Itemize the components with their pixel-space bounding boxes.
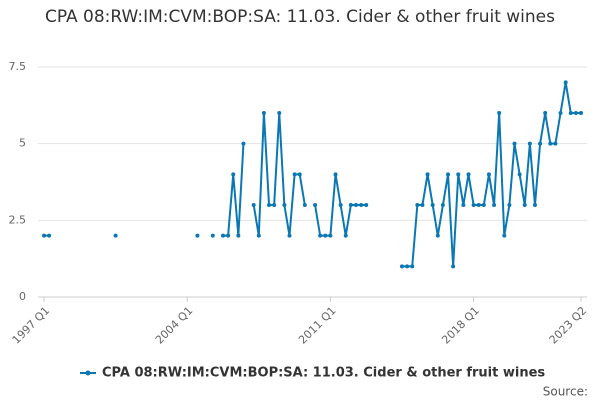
point	[415, 203, 420, 207]
source: Source:	[543, 385, 588, 399]
point	[328, 233, 333, 238]
point	[451, 264, 456, 269]
y-tick-label: 0	[19, 290, 26, 303]
point	[251, 203, 256, 207]
point	[272, 203, 277, 207]
point	[466, 172, 471, 177]
point	[492, 203, 497, 207]
point	[195, 233, 200, 238]
x-tick-label: 2011 Q1	[296, 304, 339, 347]
point	[287, 233, 292, 238]
point	[267, 203, 272, 207]
point	[256, 233, 261, 238]
x-tick-label: 2023 Q2	[547, 304, 590, 347]
point	[563, 80, 568, 85]
point	[302, 203, 307, 207]
point	[461, 203, 466, 207]
point	[261, 111, 266, 115]
point	[333, 172, 338, 177]
point	[456, 172, 461, 177]
point	[405, 264, 410, 269]
point	[231, 172, 236, 177]
legend-marker	[85, 370, 91, 376]
point	[364, 203, 369, 207]
point	[486, 172, 491, 177]
point	[348, 203, 353, 207]
point	[353, 203, 358, 207]
series-line	[44, 82, 581, 268]
point	[558, 111, 563, 115]
x-tick-label: 2018 Q1	[439, 304, 482, 347]
point	[548, 141, 553, 146]
point	[338, 203, 343, 207]
x-tick-label: 2004 Q1	[153, 304, 196, 347]
point	[282, 203, 287, 207]
point	[241, 141, 246, 146]
point	[221, 233, 225, 238]
point	[517, 172, 522, 177]
x-tick-label: 1997 Q1	[10, 304, 53, 347]
y-tick-label: 2.5	[9, 213, 27, 226]
point	[236, 233, 241, 238]
point	[527, 141, 532, 146]
point	[440, 203, 445, 207]
point	[210, 233, 215, 238]
point	[481, 203, 486, 207]
point	[446, 172, 451, 177]
chart-title: CPA 08:RW:IM:CVM:BOP:SA: 11.03. Cider & …	[44, 7, 555, 27]
point	[522, 203, 527, 207]
point	[502, 233, 507, 238]
point	[538, 141, 543, 146]
point	[425, 172, 430, 177]
point	[553, 141, 558, 146]
point	[323, 233, 328, 238]
point	[42, 233, 46, 238]
point	[568, 111, 573, 115]
point	[573, 111, 578, 115]
point	[512, 141, 517, 146]
point	[318, 233, 323, 238]
point	[277, 111, 282, 115]
point	[497, 111, 502, 115]
point	[343, 233, 348, 238]
point	[113, 233, 118, 238]
point	[400, 264, 404, 269]
point	[420, 203, 425, 207]
point	[579, 111, 583, 115]
point	[313, 203, 318, 207]
point	[292, 172, 297, 177]
point	[359, 203, 364, 207]
point	[410, 264, 415, 269]
point	[543, 111, 548, 115]
point	[226, 233, 231, 238]
point	[435, 233, 440, 238]
point	[476, 203, 481, 207]
point	[297, 172, 302, 177]
legend-label: CPA 08:RW:IM:CVM:BOP:SA: 11.03. Cider & …	[102, 366, 545, 381]
point	[471, 203, 476, 207]
y-tick-label: 5	[19, 137, 26, 150]
point	[507, 203, 512, 207]
point	[47, 233, 52, 238]
point	[532, 203, 537, 207]
point	[430, 203, 435, 207]
y-tick-label: 7.5	[9, 60, 27, 73]
